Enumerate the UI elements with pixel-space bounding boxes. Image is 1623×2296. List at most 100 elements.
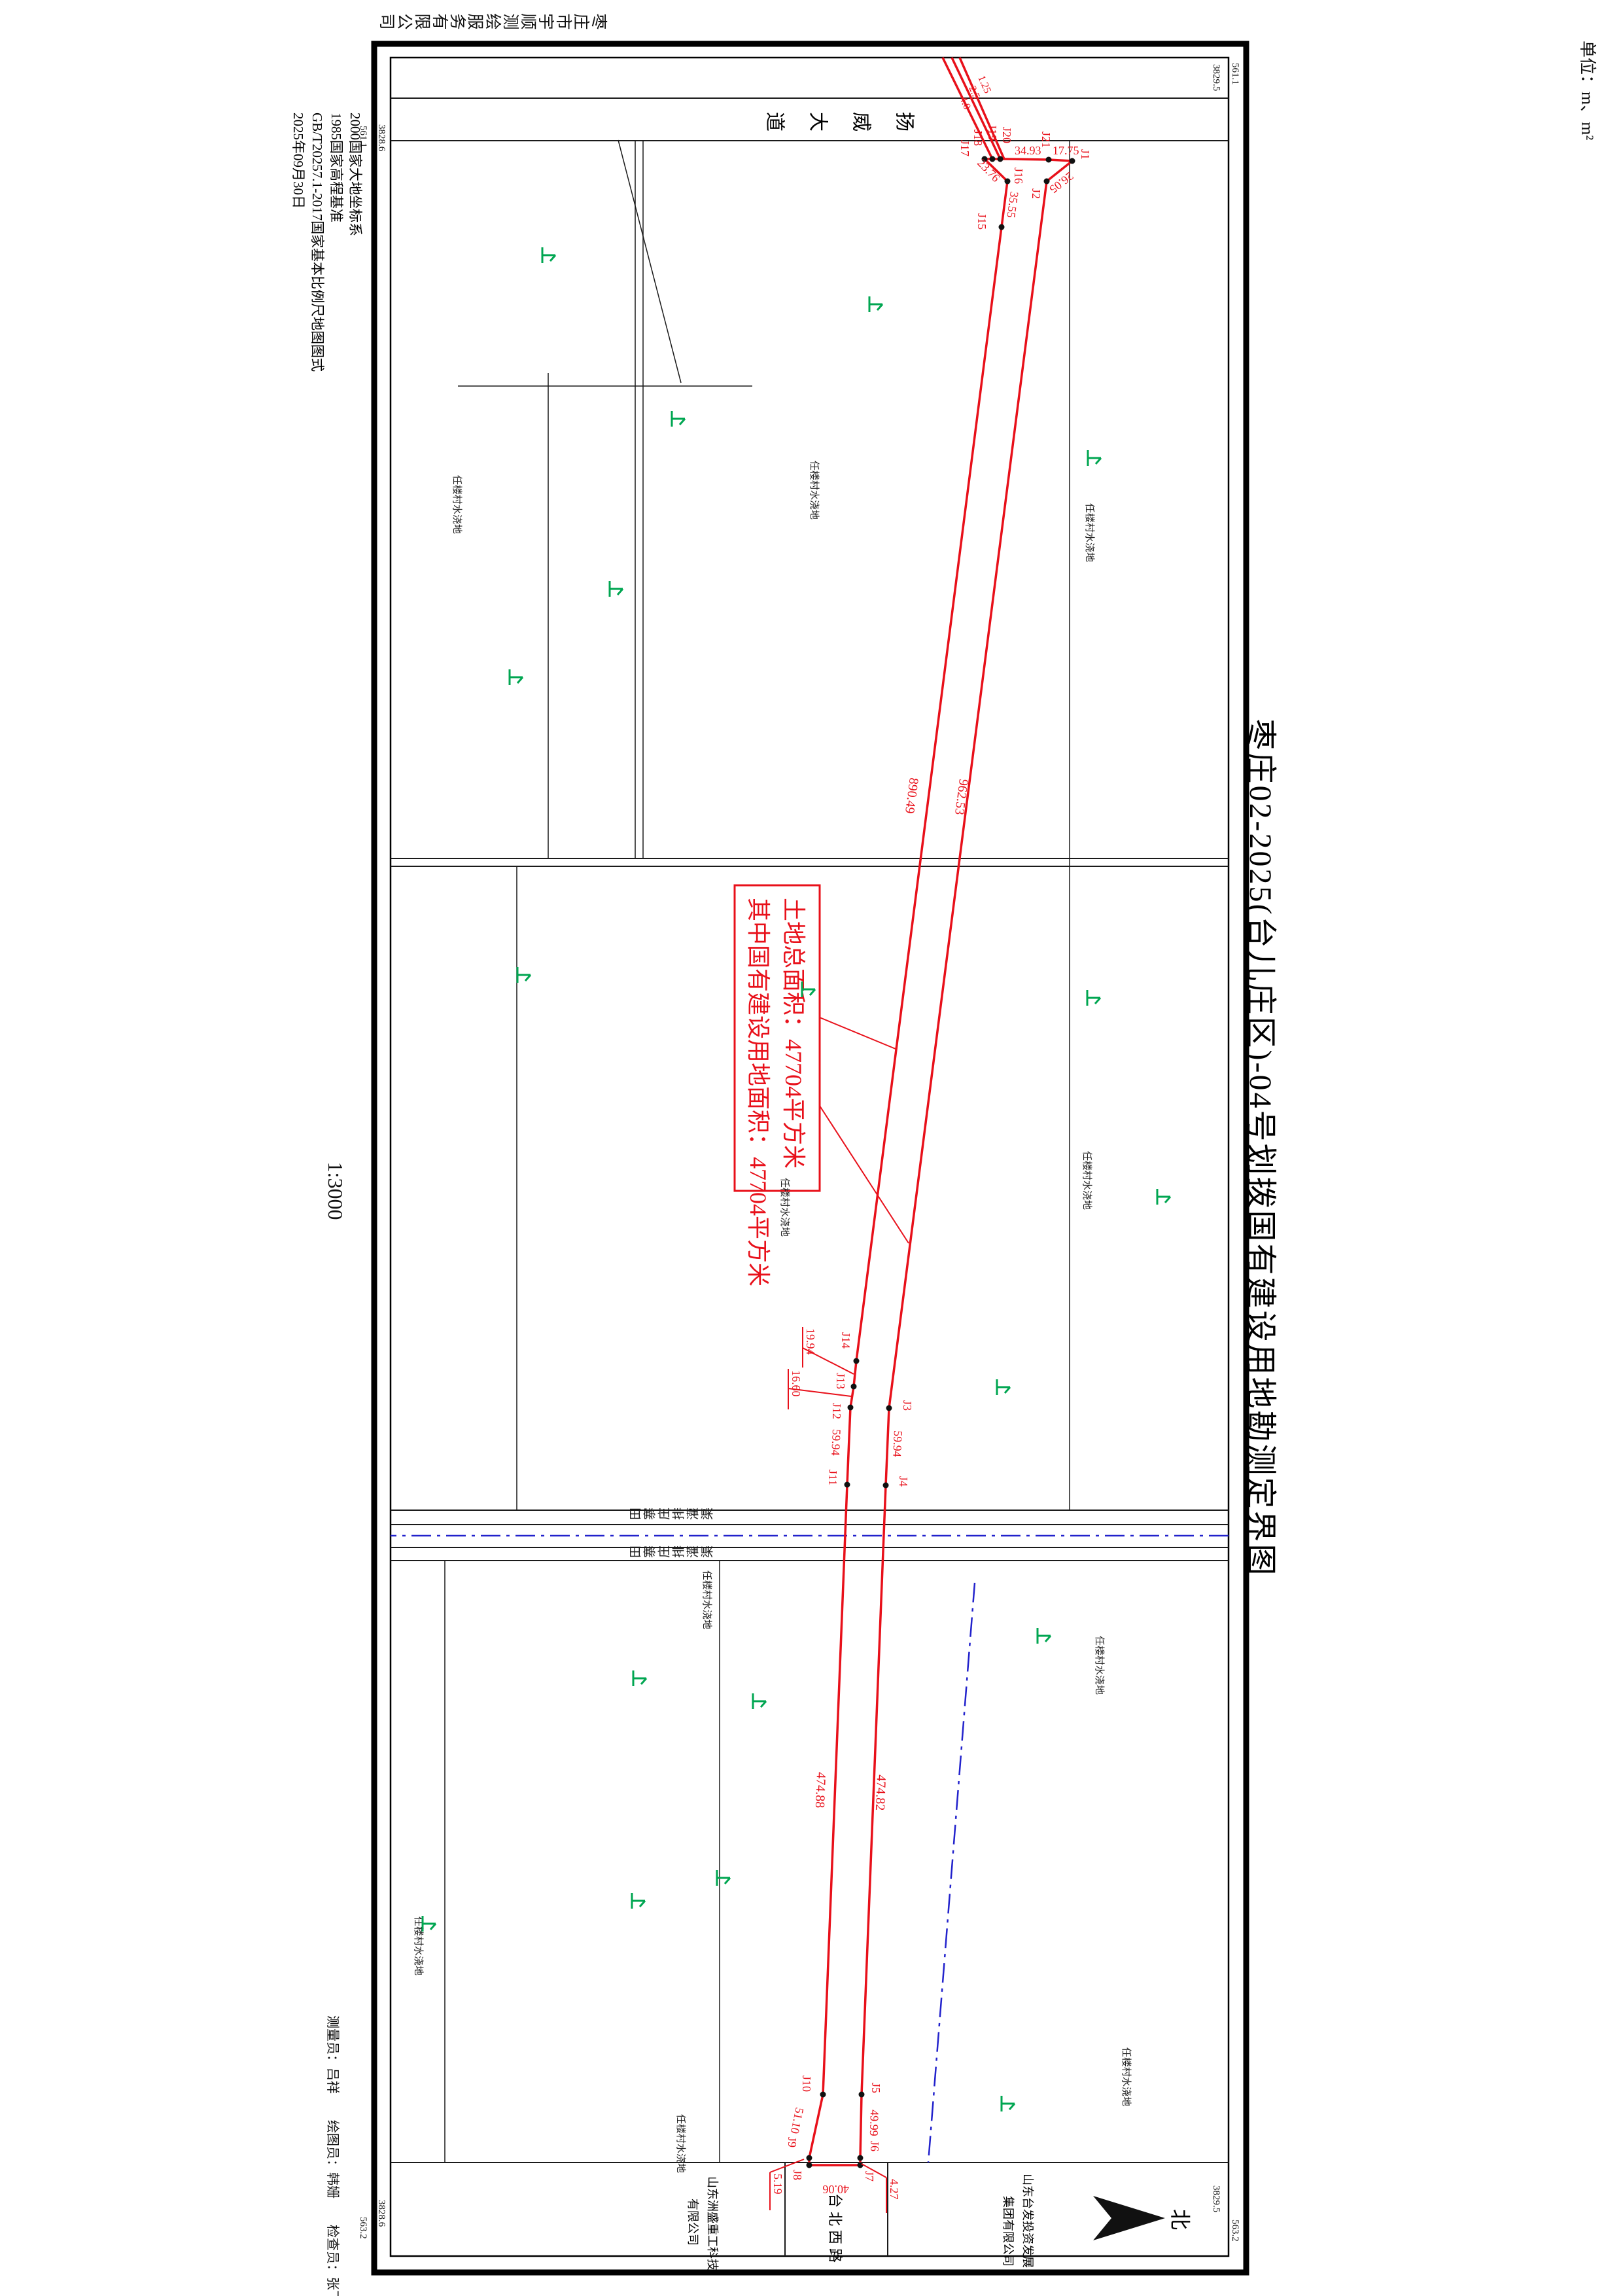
irrigated-land-icon [631,1892,646,1910]
irrigated-land-icon [1036,1627,1052,1645]
irrigated-land-icon [1156,1188,1172,1206]
irrigated-land-icon [541,246,557,264]
length-j20-j21: 34.93 [1015,144,1041,157]
landuse-label: 任楼村水浇地 [1094,1636,1105,1695]
length-j5-j6: 49.99 [867,2110,881,2136]
irrigated-land-icon [671,410,686,428]
grid-tr-easting: 563.2 [1230,2219,1240,2242]
point-label-j15: J15 [975,213,988,230]
point-label-j3: J3 [901,1400,914,1411]
grid-tr-northing: 3829.5 [1211,2185,1221,2212]
company-north-line1: 山东台发投资发展 [1021,2174,1034,2268]
point-label-j6: J6 [868,2141,881,2151]
point-label-j8: J8 [791,2170,804,2180]
point-label-j19: J19 [986,124,999,141]
irrigated-land-icon [752,1692,767,1710]
grid-corner-labels: 561.1 3829.5 563.2 3829.5 3828.6 561.1 3… [358,63,1240,2242]
irrigated-land-icon [508,668,524,686]
irrigated-land-icon [421,1915,437,1933]
company-labels: 山东台发投资发展 集团有限公司 山东洲盛重工科技 有限公司 [686,2174,1034,2270]
landuse-label: 任楼村水浇地 [1121,2047,1132,2106]
irrigated-land-icon [1086,989,1102,1007]
point-label-j1: J1 [1079,149,1092,160]
map-title: 枣庄02-2025(台儿庄区)-04号划拨国有建设用地勘测定界图 [1243,718,1278,1578]
total-area-text: 土地总面积：47704平方米 [780,898,807,1169]
length-ext-b: 2.5 [966,84,981,101]
company-south-line2: 有限公司 [686,2199,699,2246]
grid-br-easting: 563.2 [358,2217,368,2239]
point-label-j9: J9 [786,2137,799,2147]
leader-lines [769,1327,887,2213]
state-owned-area-text: 其中国有建设用地面积：47704平方米 [745,898,771,1286]
length-j16-j15: 35.55 [1004,190,1021,219]
point-label-j5: J5 [869,2083,882,2093]
length-j2-j3: 962.53 [952,778,971,815]
point-label-j14: J14 [839,1332,852,1349]
grid-tl-northing: 3829.5 [1211,64,1221,91]
landuse-label: 任楼村水浇地 [809,461,820,520]
credits-line: 测量员：吕祥 绘图员：韩姗 检查员：张飞 [325,2015,340,2296]
segment-length-labels: 34.93 17.75 26.05 23.76 35.55 962.53 890… [771,74,1079,2200]
point-label-j12: J12 [830,1403,843,1419]
length-j8-j7: 40.06 [823,2183,850,2196]
length-j13-j12: 16.60 [790,1370,803,1397]
parcel-boundary [808,57,1075,2166]
landuse-labels: 任楼村水浇地 任楼村水浇地 任楼村水浇地 任楼村水浇地 任楼村水浇地 任楼村水浇… [413,461,1132,2173]
irrigated-land-icon [1087,449,1102,467]
boundary-point-dots [806,156,1075,2168]
water-boundary-lines [391,1534,1229,2163]
grid-br-northing: 3828.6 [376,2200,387,2227]
landuse-label: 任楼村水浇地 [1081,1151,1092,1210]
point-label-j17: J17 [958,140,971,156]
irrigated-land-icon [632,1669,648,1687]
company-north-line2: 集团有限公司 [1002,2196,1015,2267]
landuse-label: 任楼村水浇地 [1084,503,1095,562]
point-label-j7: J7 [863,2171,876,2181]
company-south-line1: 山东洲盛重工科技 [706,2176,719,2270]
grid-bl-easting: 561.1 [358,126,368,148]
length-j10-j9: 51.10 [788,2106,807,2135]
boundary-point-labels: J1 J2 J3 J4 J5 J6 J7 J8 J9 J10 J11 J12 J… [786,124,1092,2181]
note-map-standard: GB/T20257.1-2017国家基本比例尺地图图式 [309,113,325,372]
landuse-label: 任楼村水浇地 [701,1570,712,1629]
irrigated-land-icon [868,295,884,313]
point-label-j16: J16 [1012,168,1025,184]
length-j4-j5: 474.82 [873,1775,888,1811]
map-scale: 1:3000 [324,1161,347,1220]
irrigated-land-icon [996,1378,1011,1396]
surveyor-company: 枣庄市宇顺测绘服务有限公司 [378,11,608,29]
area-annotation-box: 土地总面积：47704平方米 其中国有建设用地面积：47704平方米 [733,884,909,1286]
irrigated-land-symbols [421,246,1172,2113]
length-ext-c: 4.0 [957,95,972,111]
point-label-j10: J10 [800,2075,813,2092]
roads-and-field-lines [391,97,1229,2256]
length-j12-j11: 59.94 [829,1429,843,1456]
landuse-label: 任楼村水浇地 [451,475,462,534]
irrigated-land-icon [608,580,624,598]
length-j1-j2: 26.05 [1047,169,1076,196]
grid-tl-easting: 561.1 [1230,63,1240,85]
length-j14-j13: 19.94 [804,1328,817,1355]
length-j11-j10: 474.88 [812,1772,828,1809]
irrigated-land-icon [516,966,532,984]
note-date: 2025年09月30日 [290,113,306,209]
map-frame [371,41,1249,2276]
length-j15-j14: 890.49 [902,777,921,814]
north-arrow: 北 [1093,2196,1192,2240]
length-j3-j4: 59.94 [890,1430,905,1457]
road-label-taibei-west: 台北西路 [827,2193,843,2267]
point-label-j18: J18 [971,130,985,146]
point-label-j13: J13 [834,1373,847,1389]
landuse-label: 任楼村水浇地 [413,1916,424,1975]
point-label-j11: J11 [826,1470,839,1485]
length-j9-offset: 5.19 [771,2174,784,2195]
length-j21-j1: 17.75 [1053,144,1079,157]
landuse-label: 任楼村水浇地 [675,2114,686,2173]
unit-note: 单位：m、m² [1578,41,1597,141]
note-coordinate-system: 2000国家大地坐标系 [347,113,363,236]
point-label-j20: J20 [1000,127,1013,143]
point-label-j2: J2 [1030,188,1043,199]
